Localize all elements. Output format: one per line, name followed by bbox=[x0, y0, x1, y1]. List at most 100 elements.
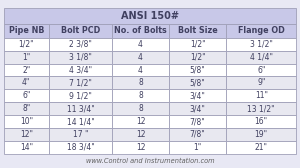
Bar bbox=[49, 76, 112, 89]
Bar bbox=[112, 64, 169, 76]
Bar bbox=[226, 102, 296, 115]
Text: 9 1/2": 9 1/2" bbox=[69, 91, 92, 100]
Text: 18 3/4": 18 3/4" bbox=[67, 143, 94, 152]
Bar bbox=[226, 115, 296, 128]
Bar bbox=[49, 89, 112, 102]
Bar bbox=[4, 64, 49, 76]
Bar bbox=[4, 8, 296, 24]
Text: 12: 12 bbox=[136, 130, 145, 139]
Text: 2": 2" bbox=[22, 66, 30, 74]
Text: 4": 4" bbox=[22, 78, 31, 87]
Bar bbox=[49, 24, 112, 38]
Bar bbox=[226, 24, 296, 38]
Text: 3/4": 3/4" bbox=[190, 91, 206, 100]
Bar bbox=[226, 76, 296, 89]
Text: 6": 6" bbox=[22, 91, 31, 100]
Bar bbox=[49, 51, 112, 64]
Bar bbox=[4, 51, 49, 64]
Text: 11": 11" bbox=[255, 91, 268, 100]
Text: 13 1/2": 13 1/2" bbox=[248, 104, 275, 113]
Bar bbox=[112, 76, 169, 89]
Text: www.Control and Instrumentation.com: www.Control and Instrumentation.com bbox=[86, 158, 214, 164]
Text: 1/2": 1/2" bbox=[190, 53, 206, 62]
Bar bbox=[49, 128, 112, 141]
Bar bbox=[169, 64, 226, 76]
Bar bbox=[226, 51, 296, 64]
Text: 1/2": 1/2" bbox=[19, 40, 34, 49]
Bar bbox=[169, 128, 226, 141]
Bar bbox=[169, 141, 226, 154]
Text: 8: 8 bbox=[138, 91, 143, 100]
Bar bbox=[112, 38, 169, 51]
Bar bbox=[169, 102, 226, 115]
Bar bbox=[169, 38, 226, 51]
Text: 3 1/2": 3 1/2" bbox=[250, 40, 273, 49]
Text: Bolt PCD: Bolt PCD bbox=[61, 26, 100, 35]
Bar bbox=[4, 102, 49, 115]
Bar bbox=[112, 128, 169, 141]
Bar bbox=[4, 24, 49, 38]
Bar bbox=[4, 128, 49, 141]
Text: 9": 9" bbox=[257, 78, 266, 87]
Bar bbox=[4, 115, 49, 128]
Bar bbox=[112, 89, 169, 102]
Text: Pipe NB: Pipe NB bbox=[8, 26, 44, 35]
Bar bbox=[226, 141, 296, 154]
Bar bbox=[226, 128, 296, 141]
Text: 14 1/4": 14 1/4" bbox=[67, 117, 94, 126]
Text: 17 ": 17 " bbox=[73, 130, 88, 139]
Bar bbox=[169, 76, 226, 89]
Bar bbox=[112, 102, 169, 115]
Bar bbox=[169, 115, 226, 128]
Text: 5/8": 5/8" bbox=[190, 78, 206, 87]
Bar bbox=[112, 51, 169, 64]
Text: 7 1/2": 7 1/2" bbox=[69, 78, 92, 87]
Text: 4: 4 bbox=[138, 53, 143, 62]
Bar bbox=[49, 141, 112, 154]
Text: 1": 1" bbox=[22, 53, 30, 62]
Text: 8: 8 bbox=[138, 78, 143, 87]
Text: 1/2": 1/2" bbox=[190, 40, 206, 49]
Text: 16": 16" bbox=[255, 117, 268, 126]
Text: ANSI 150#: ANSI 150# bbox=[121, 11, 179, 20]
Bar bbox=[49, 102, 112, 115]
Bar bbox=[49, 64, 112, 76]
Bar bbox=[4, 76, 49, 89]
Bar bbox=[4, 38, 49, 51]
Text: 1": 1" bbox=[194, 143, 202, 152]
Text: 3/4": 3/4" bbox=[190, 104, 206, 113]
Bar bbox=[4, 89, 49, 102]
Text: 8: 8 bbox=[138, 104, 143, 113]
Text: 6": 6" bbox=[257, 66, 266, 74]
Bar bbox=[112, 141, 169, 154]
Text: 4 3/4": 4 3/4" bbox=[69, 66, 92, 74]
Text: 21": 21" bbox=[255, 143, 268, 152]
Bar bbox=[169, 24, 226, 38]
Bar bbox=[226, 64, 296, 76]
Bar bbox=[112, 24, 169, 38]
Text: 2 3/8": 2 3/8" bbox=[69, 40, 92, 49]
Bar bbox=[49, 115, 112, 128]
Text: 4: 4 bbox=[138, 66, 143, 74]
Bar bbox=[226, 89, 296, 102]
Bar bbox=[112, 115, 169, 128]
Bar bbox=[169, 89, 226, 102]
Text: 7/8": 7/8" bbox=[190, 117, 206, 126]
Text: 12: 12 bbox=[136, 117, 145, 126]
Text: 14": 14" bbox=[20, 143, 33, 152]
Text: 8": 8" bbox=[22, 104, 30, 113]
Bar bbox=[226, 38, 296, 51]
Text: 12: 12 bbox=[136, 143, 145, 152]
Text: 19": 19" bbox=[255, 130, 268, 139]
Text: 3 1/8": 3 1/8" bbox=[69, 53, 92, 62]
Text: 7/8": 7/8" bbox=[190, 130, 206, 139]
Text: Flange OD: Flange OD bbox=[238, 26, 285, 35]
Text: 12": 12" bbox=[20, 130, 33, 139]
Text: 11 3/4": 11 3/4" bbox=[67, 104, 94, 113]
Text: 10": 10" bbox=[20, 117, 33, 126]
Text: 4 1/4": 4 1/4" bbox=[250, 53, 273, 62]
Text: 5/8": 5/8" bbox=[190, 66, 206, 74]
Text: Bolt Size: Bolt Size bbox=[178, 26, 218, 35]
Text: No. of Bolts: No. of Bolts bbox=[114, 26, 167, 35]
Bar bbox=[169, 51, 226, 64]
